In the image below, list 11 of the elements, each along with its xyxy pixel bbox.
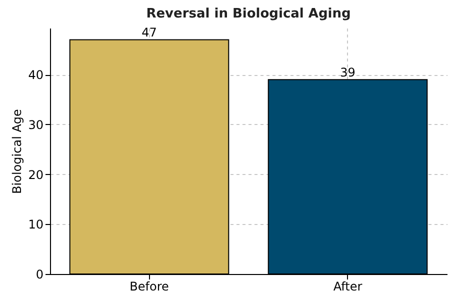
data-label: 39 xyxy=(340,66,356,80)
data-label: 47 xyxy=(142,26,157,40)
x-tick-label: Before xyxy=(130,280,169,294)
chart-title: Reversal in Biological Aging xyxy=(146,6,351,22)
y-tick-label: 40 xyxy=(28,68,44,82)
x-tick-label: After xyxy=(333,280,362,294)
y-axis-title: Biological Age xyxy=(10,109,24,194)
y-tick-label: 20 xyxy=(28,168,44,182)
y-tick-label: 10 xyxy=(28,218,44,232)
y-tick-label: 30 xyxy=(28,118,44,132)
y-tick-label: 0 xyxy=(36,268,44,282)
